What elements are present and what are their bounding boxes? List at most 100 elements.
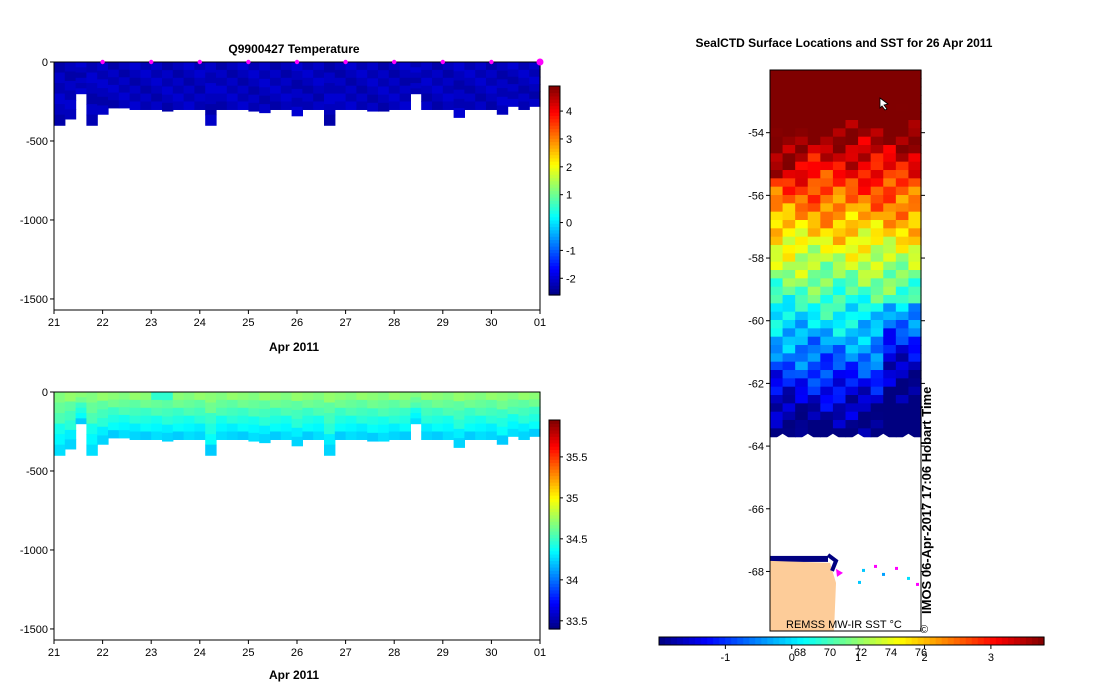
sst-cell: [895, 295, 910, 304]
sst-colorbar-swatch: [1031, 637, 1039, 645]
salinity-cell: [486, 392, 498, 401]
salinity-cell: [475, 407, 487, 417]
temperature-colorbar-swatch: [549, 105, 560, 110]
sst-cell: [870, 395, 884, 404]
temperature-cell: [367, 78, 379, 88]
salinity-colorbar-swatch: [549, 531, 560, 535]
sst-cell: [782, 311, 796, 321]
sst-cell: [870, 253, 884, 263]
temperature-surface-marker: [392, 59, 397, 65]
salinity-cell: [496, 435, 509, 445]
sst-cell: [870, 86, 884, 96]
sst-cell: [782, 228, 796, 238]
temperature-cell: [248, 70, 260, 79]
sst-cell: [858, 120, 872, 129]
sst-cell: [858, 136, 872, 146]
salinity-cell: [54, 392, 66, 404]
sst-cell: [832, 411, 847, 421]
salinity-cell: [410, 392, 422, 398]
temperature-colorbar-swatch: [549, 170, 560, 175]
sst-cell: [845, 320, 859, 329]
sst-cell: [770, 245, 784, 254]
temperature-cell: [86, 72, 98, 84]
sst-colorbar-swatch: [989, 637, 997, 645]
sst-cell: [895, 195, 910, 204]
sst-cell: [908, 86, 922, 96]
sst-colorbar-swatch: [701, 637, 708, 645]
salinity-cell: [496, 426, 509, 437]
sst-cell: [895, 345, 910, 354]
salinity-cell: [356, 407, 368, 417]
salinity-cell: [464, 423, 476, 433]
sst-colorbar-swatch: [995, 637, 1003, 645]
sst-cell: [870, 328, 884, 338]
temperature-cell: [324, 62, 336, 74]
sst-cell: [908, 111, 922, 121]
temperature-cell: [86, 104, 98, 116]
sst-cell: [782, 336, 796, 346]
temperature-colorbar-swatch: [549, 89, 560, 94]
temperature-cell: [367, 94, 379, 104]
temperature-colorbar-swatch: [549, 187, 560, 192]
temperature-cell: [324, 104, 336, 116]
copyright-mark: ©: [920, 624, 928, 636]
sst-cell: [895, 428, 910, 438]
salinity-xtick-label: 22: [96, 647, 108, 659]
salinity-colorbar-swatch: [549, 586, 560, 591]
sst-cell: [883, 120, 897, 129]
sst-cell: [845, 236, 859, 246]
sst-cell: [870, 278, 884, 288]
sst-cell: [908, 336, 922, 346]
sst-cell: [908, 120, 922, 129]
sst-cell: [908, 211, 922, 221]
sst-cell: [858, 128, 872, 138]
temperature-cell: [334, 93, 347, 103]
temperature-cell: [356, 101, 368, 110]
salinity-cell: [162, 424, 174, 434]
sst-cell: [908, 303, 922, 313]
temperature-cell: [172, 93, 185, 103]
sst-cell: [870, 170, 884, 179]
temperature-cell: [475, 101, 487, 110]
salinity-cell: [129, 399, 141, 409]
pointer-glyph: [879, 97, 889, 111]
sst-cell: [795, 395, 809, 404]
salinity-cell: [64, 401, 77, 412]
temperature-colorbar-swatch: [549, 102, 560, 107]
sst-cell: [908, 361, 922, 371]
sst-cell: [807, 386, 821, 396]
sst-cell: [895, 145, 910, 154]
temperature-cell: [432, 85, 444, 95]
temperature-cell: [64, 109, 77, 120]
temperature-cell: [172, 62, 185, 71]
sst-cell: [883, 270, 897, 279]
temperature-cell: [464, 93, 476, 103]
sst-cell: [832, 220, 847, 229]
sst-cell: [858, 370, 872, 379]
salinity-cell: [421, 399, 433, 409]
temperature-cell: [216, 93, 228, 103]
temperature-cell: [226, 101, 239, 110]
sst-cell: [883, 245, 897, 254]
temperature-cell: [194, 62, 206, 71]
sst-cell: [782, 361, 796, 371]
salinity-cell: [216, 407, 228, 417]
temperature-cell: [410, 83, 422, 89]
temperature-cell: [378, 102, 390, 112]
salinity-cell: [86, 413, 98, 425]
temperature-cell: [108, 77, 120, 86]
polynya-speckle: [862, 568, 865, 572]
temperature-cell: [97, 96, 109, 107]
salinity-cell: [345, 399, 357, 409]
salinity-cell: [97, 409, 109, 419]
salinity-colorbar-swatch: [549, 436, 560, 441]
sst-colorbar-secondary-label: 74: [885, 647, 897, 659]
salinity-cell: [108, 392, 120, 401]
temperature-cell: [194, 85, 206, 95]
salinity-cell: [302, 423, 314, 433]
salinity-cell: [280, 431, 293, 440]
salinity-cell: [367, 400, 379, 409]
temperature-cell: [259, 104, 271, 114]
sst-cell: [820, 345, 834, 354]
temperature-cell: [464, 62, 476, 71]
